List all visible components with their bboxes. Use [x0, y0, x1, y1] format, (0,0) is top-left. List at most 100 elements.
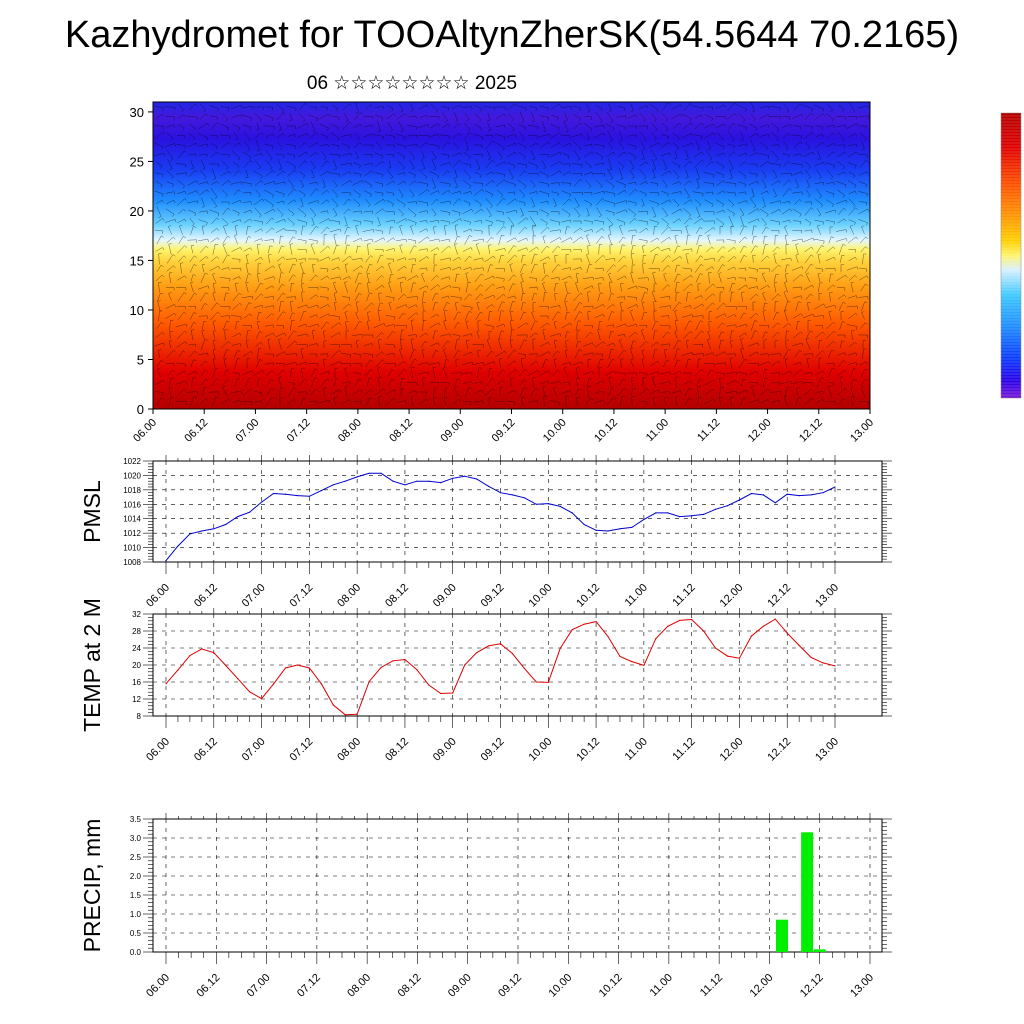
wind-barb-flag — [237, 378, 241, 380]
wind-barb-flag — [823, 303, 826, 307]
wind-barb-flag — [293, 166, 296, 170]
wind-barb — [608, 226, 612, 235]
wind-barb-flag — [316, 132, 319, 135]
wind-barb — [718, 378, 722, 387]
wind-barb-flag — [206, 222, 208, 226]
wind-barb-flag — [690, 283, 693, 287]
wind-barb-flag — [306, 304, 308, 308]
wind-barb — [495, 141, 505, 149]
wind-barb — [829, 273, 831, 283]
wind-barb-flag — [566, 312, 570, 314]
wind-barb — [419, 267, 427, 270]
wind-barb — [839, 321, 843, 330]
wind-barb-flag — [162, 380, 165, 383]
wind-barb — [164, 106, 176, 108]
wind-barb — [223, 359, 227, 368]
wind-barb — [652, 159, 656, 169]
wind-barb-flag — [216, 181, 219, 184]
wind-barb — [835, 229, 847, 232]
wind-barb-flag — [173, 236, 176, 240]
wind-barb-flag — [184, 218, 187, 222]
wind-barb-flag — [757, 218, 760, 222]
wind-barb-flag — [744, 236, 748, 240]
wind-barb — [793, 125, 801, 127]
wind-barb-flag — [402, 312, 406, 316]
wind-barb-flag — [458, 198, 462, 201]
wind-barb — [374, 248, 384, 251]
wind-barb — [418, 210, 428, 213]
pmsl-axis-title: PMSL — [79, 480, 105, 543]
wind-barb — [660, 199, 670, 205]
wind-barb-flag — [337, 127, 339, 131]
wind-barb-flag — [305, 222, 308, 226]
wind-barb — [542, 359, 546, 368]
wind-barb-flag — [756, 269, 758, 273]
wind-barb — [719, 397, 721, 406]
wind-barb-flag — [709, 158, 713, 161]
wind-barb-flag — [547, 380, 550, 384]
wind-barb — [672, 302, 680, 311]
wind-barb — [748, 267, 758, 270]
wind-barb-flag — [338, 332, 341, 336]
wind-barb — [674, 359, 678, 368]
wind-barb-flag — [525, 369, 528, 372]
wind-barb — [683, 305, 691, 308]
wind-barb-flag — [432, 187, 436, 189]
wind-barb-flag — [438, 220, 440, 224]
wind-barb — [176, 380, 186, 385]
wind-barb — [418, 169, 428, 178]
temp-data-point — [499, 643, 502, 645]
wind-barb — [298, 103, 306, 111]
pmsl-data-point — [452, 477, 454, 479]
wind-barb — [320, 170, 328, 177]
wind-barb-flag — [271, 313, 275, 316]
wind-barb-flag — [504, 124, 506, 128]
wind-barb-flag — [272, 265, 276, 269]
wind-barb — [363, 353, 373, 355]
wind-barb — [619, 396, 623, 407]
wind-barb — [441, 190, 449, 195]
wind-barb-flag — [454, 186, 458, 189]
wind-barb — [454, 179, 458, 187]
wind-barb-flag — [520, 214, 524, 217]
wind-barb-flag — [655, 253, 659, 256]
wind-barb — [529, 246, 537, 253]
wind-barb-flag — [701, 136, 703, 140]
wind-barb — [342, 171, 350, 176]
wind-barb-flag — [696, 187, 700, 189]
wind-barb — [355, 102, 359, 112]
wind-barb-flag — [833, 257, 836, 261]
wind-barb — [189, 396, 195, 407]
wind-barb-flag — [810, 113, 814, 116]
wind-barb-flag — [622, 236, 626, 239]
wind-barb — [210, 180, 218, 186]
wind-barb-flag — [183, 292, 187, 295]
wind-barb — [803, 151, 813, 158]
wind-barb — [397, 265, 405, 272]
wind-barb-flag — [212, 320, 216, 322]
wind-barb-flag — [278, 376, 282, 378]
wind-barb-flag — [643, 119, 646, 122]
wind-barb-flag — [623, 108, 626, 112]
wind-barb-flag — [404, 172, 406, 176]
wind-barb-flag — [293, 155, 296, 159]
wind-barb-flag — [666, 223, 669, 227]
wind-barb — [782, 188, 790, 197]
wind-barb-flag — [533, 225, 537, 228]
wind-barb-flag — [630, 110, 634, 112]
wind-barb-flag — [206, 153, 208, 157]
wind-barb-flag — [456, 378, 460, 380]
wind-barb — [737, 143, 747, 147]
wind-barb — [463, 191, 471, 194]
wind-barb — [351, 334, 363, 336]
wind-barb-flag — [547, 342, 550, 345]
wind-barb — [674, 348, 678, 360]
wind-barb-flag — [305, 324, 308, 327]
wind-barb — [587, 378, 589, 387]
wind-barb — [585, 102, 591, 112]
wind-barb — [462, 351, 472, 357]
wind-barb — [859, 275, 867, 281]
wind-barb-flag — [502, 147, 505, 151]
wind-barb-flag — [212, 272, 216, 275]
pmsl-data-point — [523, 497, 526, 499]
